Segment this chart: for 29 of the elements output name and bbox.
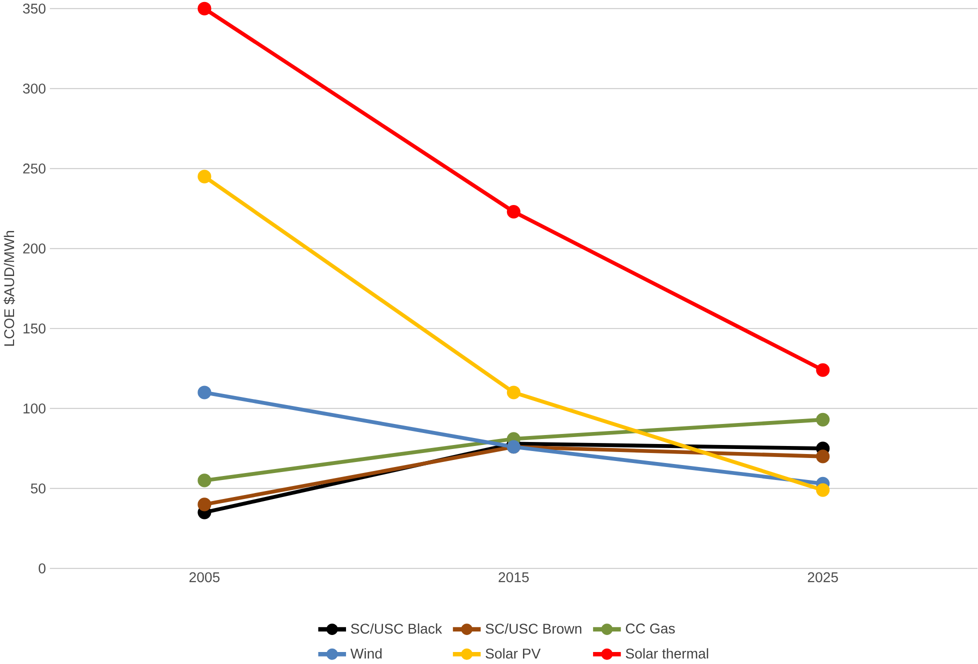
- legend-label: SC/USC Brown: [486, 623, 582, 634]
- y-tick-label: 0: [38, 563, 46, 574]
- point: [198, 2, 212, 16]
- point: [506, 204, 520, 218]
- point: [506, 385, 520, 400]
- y-tick-label: 300: [23, 83, 46, 94]
- y-tick-label: 100: [24, 403, 46, 414]
- legend-label: Solar thermal: [626, 648, 708, 658]
- legend-label: CC Gas: [626, 623, 675, 634]
- point: [816, 449, 830, 464]
- x-tick-label: 2015: [498, 572, 529, 582]
- point: [198, 473, 212, 488]
- y-tick-label: 350: [23, 3, 46, 14]
- point: [816, 483, 830, 497]
- point: [198, 497, 212, 512]
- y-tick-label: 200: [23, 243, 46, 254]
- point: [198, 170, 212, 184]
- y-tick-label: 250: [23, 163, 46, 174]
- point: [816, 412, 830, 426]
- y-tick-label: 50: [30, 483, 46, 494]
- legend-label: Solar PV: [486, 648, 541, 658]
- x-tick-label: 2005: [189, 572, 220, 582]
- x-tick-label: 2025: [808, 572, 838, 582]
- legend-label: Wind: [350, 648, 382, 658]
- point: [198, 385, 212, 400]
- legend-label: SC/USC Black: [351, 623, 442, 634]
- y-tick-label: 150: [24, 323, 46, 334]
- point: [816, 363, 830, 377]
- y-axis-title: LCOE $AUD/MWh: [4, 230, 16, 346]
